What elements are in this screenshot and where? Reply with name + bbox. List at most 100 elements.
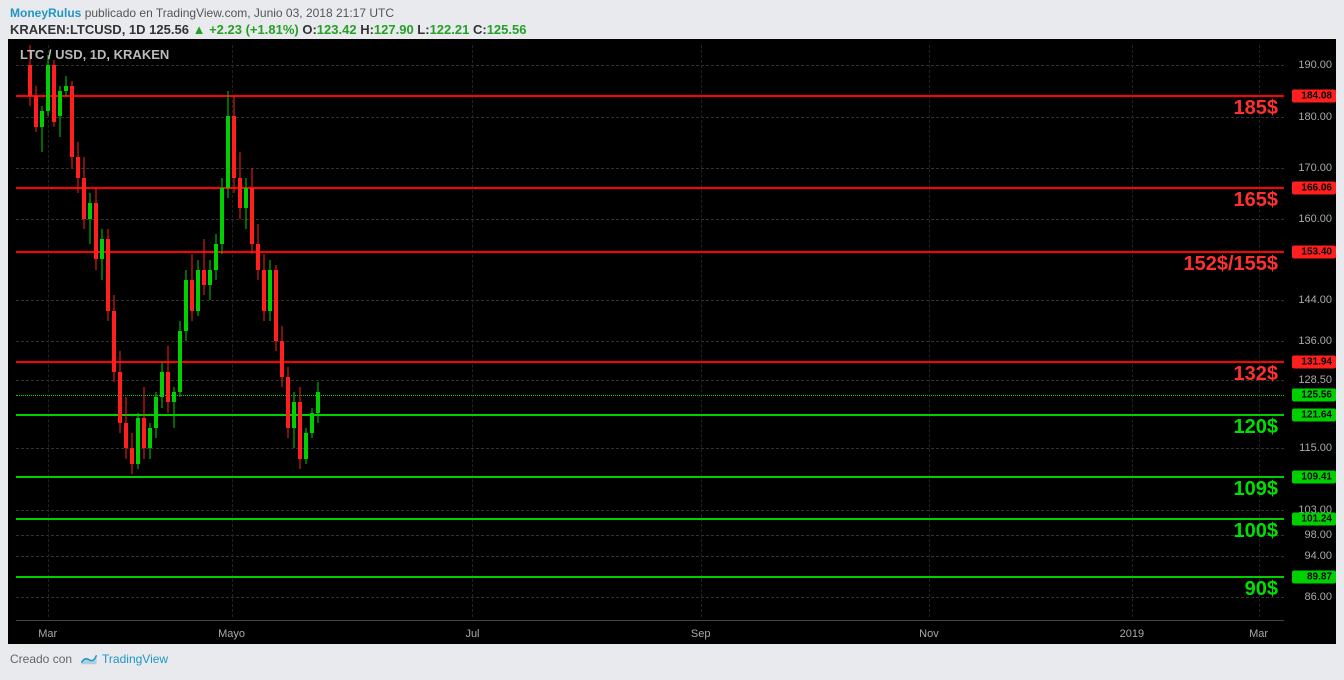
candle[interactable] <box>88 193 92 244</box>
grid-line-h <box>16 341 1284 342</box>
candle[interactable] <box>160 362 164 408</box>
created-with-label: Creado con <box>10 652 72 666</box>
grid-line-h <box>16 380 1284 381</box>
candle[interactable] <box>292 392 296 448</box>
candle[interactable] <box>256 224 260 280</box>
plot-area[interactable]: 185$165$152$/155$132$120$109$100$90$ <box>16 45 1284 617</box>
candle[interactable] <box>274 265 278 352</box>
y-tick-label: 190.00 <box>1298 59 1332 71</box>
chart-canvas[interactable]: LTC / USD, 1D, KRAKEN 185$165$152$/155$1… <box>8 39 1336 644</box>
candle[interactable] <box>226 91 230 198</box>
x-tick-label: Mayo <box>218 628 245 640</box>
candle[interactable] <box>244 178 248 229</box>
resistance-label: 185$ <box>1234 97 1279 120</box>
grid-line-v <box>701 45 702 617</box>
candle[interactable] <box>178 321 182 398</box>
candle[interactable] <box>220 178 224 255</box>
grid-line-h <box>16 168 1284 169</box>
candle[interactable] <box>130 433 134 474</box>
support-line[interactable] <box>16 476 1284 478</box>
h-label: H: <box>360 22 374 37</box>
price-tag: 101.24 <box>1292 512 1336 525</box>
candle[interactable] <box>46 55 50 116</box>
grid-line-v <box>1132 45 1133 617</box>
candle[interactable] <box>238 152 242 218</box>
support-line[interactable] <box>16 576 1284 578</box>
candle[interactable] <box>172 387 176 428</box>
candle[interactable] <box>76 142 80 193</box>
resistance-label: 152$/155$ <box>1183 253 1278 276</box>
price-tag: 131.94 <box>1292 355 1336 368</box>
candle[interactable] <box>64 76 68 96</box>
grid-line-v <box>472 45 473 617</box>
support-line[interactable] <box>16 414 1284 416</box>
candle[interactable] <box>142 387 146 459</box>
x-tick-label: Sep <box>691 628 711 640</box>
grid-line-h <box>16 448 1284 449</box>
author-link[interactable]: MoneyRulus <box>10 6 81 20</box>
support-label: 120$ <box>1234 416 1279 439</box>
candle[interactable] <box>118 351 122 433</box>
support-line[interactable] <box>16 518 1284 520</box>
candle[interactable] <box>82 157 86 229</box>
candle[interactable] <box>52 60 56 126</box>
publish-info: MoneyRulus publicado en TradingView.com,… <box>10 6 1334 20</box>
candle[interactable] <box>124 397 128 458</box>
o-value: 123.42 <box>317 22 357 37</box>
candle[interactable] <box>136 413 140 469</box>
candle[interactable] <box>286 367 290 439</box>
y-tick-label: 115.00 <box>1299 442 1332 454</box>
candle[interactable] <box>154 392 158 438</box>
x-tick-label: Mar <box>1249 628 1268 640</box>
candle[interactable] <box>208 260 212 301</box>
price-tag: 184.08 <box>1292 89 1336 102</box>
grid-line-h <box>16 65 1284 66</box>
x-tick-label: Jul <box>465 628 479 640</box>
candle[interactable] <box>304 428 308 464</box>
candle[interactable] <box>214 234 218 280</box>
candle[interactable] <box>148 423 152 459</box>
candle[interactable] <box>40 106 44 152</box>
candle[interactable] <box>58 86 62 137</box>
ohlc-bar: KRAKEN:LTCUSD, 1D 125.56 ▲ +2.23 (+1.81%… <box>10 22 1334 37</box>
change-abs: +2.23 <box>209 22 242 37</box>
candle[interactable] <box>112 295 116 382</box>
grid-line-h <box>16 535 1284 536</box>
candle[interactable] <box>268 260 272 321</box>
symbol: KRAKEN:LTCUSD, 1D <box>10 22 146 37</box>
y-tick-label: 144.00 <box>1298 294 1332 306</box>
candle[interactable] <box>70 81 74 168</box>
candle[interactable] <box>316 382 320 423</box>
candle[interactable] <box>298 387 302 469</box>
y-tick-label: 160.00 <box>1298 213 1332 225</box>
candle[interactable] <box>262 254 266 320</box>
candle[interactable] <box>106 229 110 321</box>
x-tick-label: Mar <box>38 628 57 640</box>
candle[interactable] <box>250 168 254 255</box>
price-tag: 153.40 <box>1292 246 1336 259</box>
publish-text: publicado en TradingView.com, Junio 03, … <box>85 6 394 20</box>
candle[interactable] <box>100 229 104 280</box>
candle[interactable] <box>232 96 236 193</box>
candle[interactable] <box>202 239 206 295</box>
y-axis[interactable]: 190.00180.00170.00160.00144.00136.00128.… <box>1284 45 1336 617</box>
candle[interactable] <box>310 408 314 439</box>
resistance-line[interactable] <box>16 251 1284 253</box>
resistance-line[interactable] <box>16 95 1284 97</box>
resistance-line[interactable] <box>16 361 1284 363</box>
y-tick-label: 180.00 <box>1298 111 1332 123</box>
candle[interactable] <box>166 346 170 412</box>
resistance-line[interactable] <box>16 187 1284 189</box>
candle[interactable] <box>34 86 38 132</box>
tradingview-link[interactable]: TradingView <box>80 652 168 666</box>
candle[interactable] <box>184 270 188 342</box>
y-tick-label: 128.50 <box>1298 374 1332 386</box>
candle[interactable] <box>94 188 98 270</box>
support-label: 90$ <box>1245 578 1278 601</box>
candle[interactable] <box>196 260 200 316</box>
x-axis[interactable]: MarMayoJulSepNov2019Mar <box>16 620 1284 644</box>
resistance-label: 132$ <box>1234 363 1279 386</box>
candle[interactable] <box>280 326 284 387</box>
candle[interactable] <box>190 254 194 320</box>
up-arrow-icon: ▲ <box>193 22 206 37</box>
